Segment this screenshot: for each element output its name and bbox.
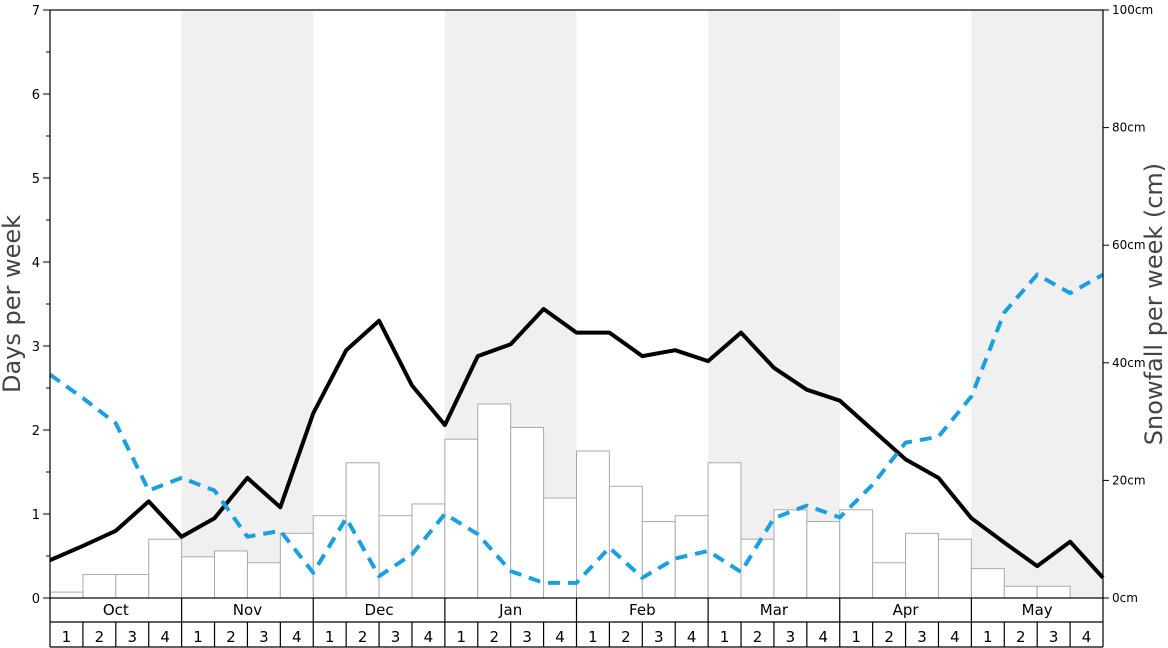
right-tick-label: 40cm bbox=[1112, 356, 1146, 370]
left-tick-label: 2 bbox=[32, 424, 40, 439]
week-label: 4 bbox=[687, 628, 697, 646]
month-label: Mar bbox=[760, 601, 789, 619]
snowfall-bar bbox=[477, 403, 512, 599]
snowfall-bar bbox=[82, 573, 117, 599]
snowfall-bar bbox=[378, 515, 413, 599]
snowfall-bar bbox=[115, 573, 150, 599]
left-tick-label: 4 bbox=[32, 256, 40, 271]
week-label: 3 bbox=[654, 628, 664, 646]
days-lines bbox=[48, 272, 1105, 585]
week-label: 1 bbox=[457, 628, 467, 646]
left-tick-label: 0 bbox=[32, 592, 40, 607]
week-label: 4 bbox=[292, 628, 302, 646]
week-label: 2 bbox=[621, 628, 631, 646]
snowfall-bar bbox=[148, 538, 183, 599]
snowfall-bar bbox=[181, 556, 216, 599]
left-tick-label: 7 bbox=[32, 4, 40, 19]
week-label: 2 bbox=[358, 628, 368, 646]
week-label: 4 bbox=[424, 628, 434, 646]
left-tick-label: 6 bbox=[32, 88, 40, 103]
snowfall-bar bbox=[806, 521, 841, 599]
snowfall-bar bbox=[214, 550, 248, 599]
week-label: 2 bbox=[489, 628, 499, 646]
month-label: Jan bbox=[498, 601, 522, 619]
week-label: 3 bbox=[917, 628, 927, 646]
week-label: 3 bbox=[127, 628, 137, 646]
left-y-axis: 0 1 2 3 4 5 6 7 bbox=[32, 4, 50, 607]
week-label: 2 bbox=[753, 628, 763, 646]
week-label: 4 bbox=[1082, 628, 1092, 646]
month-week-axis: Oct Nov Dec Jan Feb Mar Apr May 1 2 3 4 1 2 3 4 1 2 3 4 1 2 3 4… bbox=[49, 598, 1104, 648]
month-label: Apr bbox=[893, 601, 920, 619]
week-label: 2 bbox=[95, 628, 105, 646]
snowfall-bar bbox=[444, 438, 479, 599]
snowfall-bar bbox=[1003, 585, 1038, 599]
week-label: 3 bbox=[259, 628, 269, 646]
week-label: 3 bbox=[1049, 628, 1059, 646]
left-axis-title: Days per week bbox=[0, 215, 26, 393]
right-y-axis: 0cm 20cm 40cm 60cm 80cm 100cm bbox=[1103, 3, 1153, 605]
week-label: 1 bbox=[325, 628, 335, 646]
snowfall-bar bbox=[1036, 585, 1071, 599]
week-label: 1 bbox=[983, 628, 993, 646]
snowfall-bar bbox=[937, 538, 972, 599]
snowfall-bar bbox=[707, 462, 742, 599]
snowfall-bar bbox=[773, 509, 808, 599]
week-label: 4 bbox=[819, 628, 829, 646]
week-label: 3 bbox=[522, 628, 532, 646]
snowfall-bar bbox=[839, 509, 874, 599]
snowfall-bar bbox=[872, 562, 907, 599]
left-tick-label: 3 bbox=[32, 340, 40, 355]
snowfall-bar bbox=[740, 538, 775, 599]
month-label: Feb bbox=[629, 601, 656, 619]
week-label: 1 bbox=[62, 628, 72, 646]
dashed-series-line bbox=[48, 272, 1104, 585]
week-label: 3 bbox=[391, 628, 401, 646]
month-label: Oct bbox=[103, 601, 129, 619]
week-label: 1 bbox=[720, 628, 730, 646]
week-label: 3 bbox=[786, 628, 796, 646]
month-band bbox=[181, 10, 314, 598]
week-label: 2 bbox=[226, 628, 236, 646]
snowfall-bar bbox=[246, 562, 281, 599]
snowfall-bar bbox=[970, 568, 1005, 599]
left-tick-label: 1 bbox=[32, 508, 40, 523]
month-label: May bbox=[1022, 601, 1053, 619]
snowfall-bar bbox=[510, 426, 545, 599]
month-shading-bands bbox=[181, 10, 1103, 598]
left-tick-label: 5 bbox=[32, 172, 40, 187]
right-tick-label: 60cm bbox=[1112, 238, 1146, 252]
month-band bbox=[971, 10, 1103, 598]
snowfall-bar bbox=[905, 532, 939, 599]
snowfall-bar bbox=[641, 521, 676, 599]
right-tick-label: 80cm bbox=[1112, 121, 1146, 135]
week-label: 1 bbox=[193, 628, 203, 646]
right-tick-label: 20cm bbox=[1112, 473, 1146, 487]
week-label: 1 bbox=[851, 628, 861, 646]
right-tick-label: 0cm bbox=[1112, 591, 1138, 605]
week-label: 1 bbox=[588, 628, 598, 646]
week-label: 4 bbox=[160, 628, 170, 646]
week-label: 2 bbox=[1016, 628, 1026, 646]
snowfall-bar bbox=[608, 485, 643, 599]
snowfall-bar bbox=[576, 450, 610, 599]
week-label: 4 bbox=[555, 628, 565, 646]
month-label: Nov bbox=[233, 601, 262, 619]
right-axis-title: Snowfall per week (cm) bbox=[1140, 163, 1168, 445]
week-label: 4 bbox=[950, 628, 960, 646]
right-tick-label: 100cm bbox=[1112, 3, 1153, 17]
week-label: 2 bbox=[884, 628, 894, 646]
month-label: Dec bbox=[365, 601, 394, 619]
snowfall-bar bbox=[49, 591, 84, 599]
